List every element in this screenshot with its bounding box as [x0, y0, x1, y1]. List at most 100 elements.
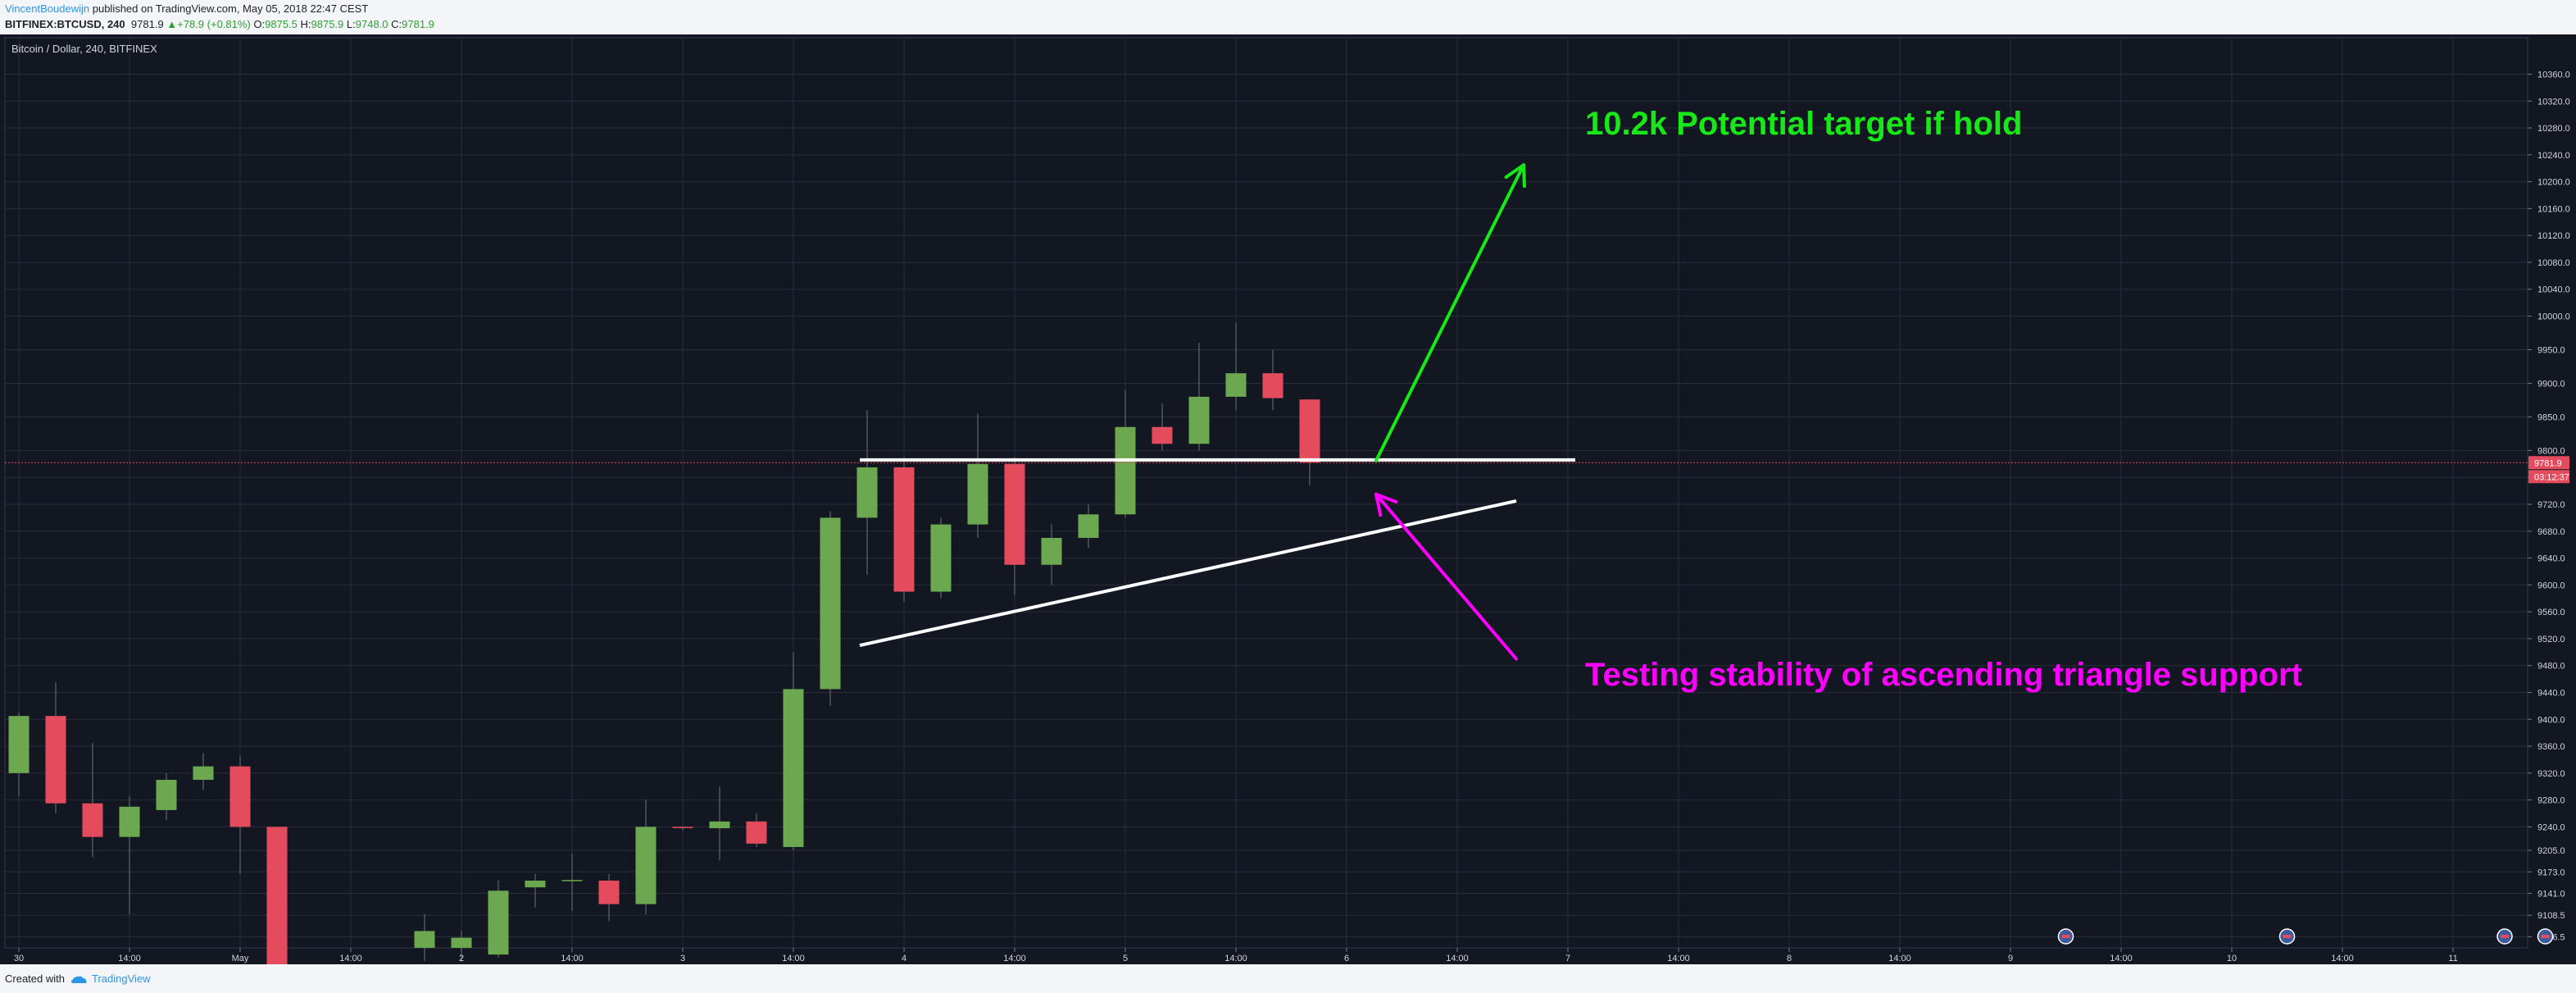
candle-body[interactable] [414, 931, 435, 948]
candle-body[interactable] [820, 517, 841, 690]
candle-body[interactable] [45, 716, 66, 804]
candle[interactable] [783, 652, 804, 851]
candle[interactable] [561, 854, 583, 911]
y-tick-label: 9640.0 [2537, 554, 2565, 564]
candle[interactable] [672, 827, 693, 831]
candle-body[interactable] [893, 467, 915, 592]
candle-body[interactable] [229, 766, 251, 827]
candle[interactable] [8, 713, 30, 797]
green-target-arrow[interactable] [1374, 163, 1526, 462]
candle-body[interactable] [488, 891, 509, 955]
candle-body[interactable] [1188, 396, 1210, 444]
green-target-arrow-head [1504, 163, 1526, 189]
candle-body[interactable] [598, 880, 620, 904]
y-tick-label: 10280.0 [2537, 124, 2570, 134]
candle-body[interactable] [1115, 426, 1136, 515]
candle-body[interactable] [672, 827, 693, 828]
candle[interactable] [930, 517, 952, 599]
candle[interactable] [1152, 403, 1173, 451]
y-tick-label: 9950.0 [2537, 346, 2565, 356]
chart-canvas[interactable]: 10360.0 10320.0 10280.0 10240.0 10200.0 10160… [0, 34, 2576, 964]
candle-body[interactable] [783, 689, 804, 847]
candle-body[interactable] [856, 467, 878, 518]
candle[interactable] [893, 457, 915, 602]
high-value: 9875.9 [311, 18, 344, 30]
drawings-layer[interactable] [859, 163, 1575, 661]
candle-body[interactable] [82, 803, 103, 837]
candle-body[interactable] [1225, 373, 1247, 397]
candle-body[interactable] [1152, 426, 1173, 444]
candle-body[interactable] [1078, 514, 1099, 538]
close-label: C: [391, 18, 402, 30]
event-marker-icon[interactable] [2278, 928, 2296, 945]
candle[interactable] [1078, 504, 1099, 549]
candle-body[interactable] [8, 716, 30, 773]
x-tick-label: 14:00 [1003, 954, 1026, 963]
candle[interactable] [820, 511, 841, 706]
candle-body[interactable] [561, 880, 583, 881]
candle-body[interactable] [451, 937, 472, 948]
candle[interactable] [746, 813, 767, 847]
candle[interactable] [1041, 524, 1062, 585]
y-tick-label: 9520.0 [2537, 635, 2565, 645]
candle[interactable] [193, 753, 214, 790]
candle[interactable] [156, 772, 177, 821]
event-marker-icon[interactable] [2537, 928, 2554, 945]
candle[interactable] [488, 880, 509, 959]
candle-body[interactable] [746, 821, 767, 844]
candle[interactable] [1299, 399, 1320, 486]
candle[interactable] [119, 796, 140, 914]
y-tick-label: 9720.0 [2537, 500, 2565, 510]
tradingview-link[interactable]: TradingView [91, 973, 151, 985]
candle-body[interactable] [525, 880, 546, 888]
candle-body[interactable] [1262, 373, 1283, 399]
x-tick-label: 14:00 [1667, 954, 1690, 963]
candle[interactable] [82, 742, 103, 858]
candle-body[interactable] [1299, 399, 1320, 463]
candle[interactable] [1115, 389, 1136, 518]
candle[interactable] [709, 786, 730, 861]
tradingview-cloud-icon [70, 976, 87, 983]
candle[interactable] [1188, 343, 1210, 451]
candle-body[interactable] [266, 827, 288, 964]
candle[interactable] [266, 827, 288, 964]
candle[interactable] [229, 756, 251, 874]
y-tick-label: 9600.0 [2537, 581, 2565, 590]
candle[interactable] [45, 682, 66, 813]
y-tick-label: 9400.0 [2537, 715, 2565, 725]
candle[interactable] [451, 931, 472, 962]
candle[interactable] [598, 873, 620, 922]
candle[interactable] [414, 913, 435, 962]
candle-body[interactable] [119, 806, 140, 837]
candle[interactable] [635, 799, 656, 914]
ascending-support-line[interactable] [859, 499, 1517, 648]
y-tick-label: 9850.0 [2537, 412, 2565, 422]
target-annotation[interactable]: 10.2k Potential target if hold [1585, 106, 2022, 142]
candle[interactable] [525, 873, 546, 908]
x-tick-label: 5 [1123, 954, 1128, 963]
candle-body[interactable] [709, 821, 730, 829]
candle-body[interactable] [1004, 463, 1025, 565]
candle[interactable] [1004, 457, 1025, 595]
close-value: 9781.9 [402, 18, 434, 30]
x-tick-label: 11 [2448, 954, 2457, 963]
last-price-tag [2528, 456, 2569, 470]
candle-body[interactable] [930, 524, 952, 592]
candle[interactable] [967, 413, 988, 538]
candle-body[interactable] [156, 780, 177, 810]
magenta-support-arrow[interactable] [1374, 492, 1518, 661]
author-link[interactable]: VincentBoudewijn [5, 2, 90, 15]
candle-body[interactable] [635, 827, 656, 904]
publish-header: VincentBoudewijn published on TradingVie… [0, 0, 2576, 34]
candles-layer[interactable] [0, 322, 1320, 964]
candle-body[interactable] [193, 766, 214, 781]
candle-body[interactable] [1041, 537, 1062, 565]
y-tick-label: 10040.0 [2537, 285, 2570, 295]
candle-body[interactable] [967, 463, 988, 525]
event-marker-icon[interactable] [2496, 928, 2513, 945]
candle[interactable] [1225, 322, 1247, 411]
candle[interactable] [1262, 349, 1283, 411]
support-annotation[interactable]: Testing stability of ascending triangle … [1585, 657, 2302, 693]
event-marker-icon[interactable] [2057, 928, 2074, 945]
candle[interactable] [856, 410, 878, 576]
